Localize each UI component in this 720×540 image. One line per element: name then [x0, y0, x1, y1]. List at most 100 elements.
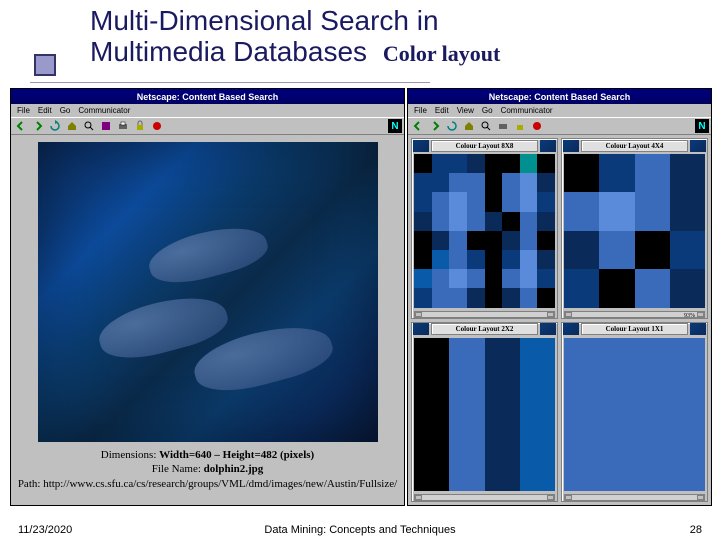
color-grid	[414, 154, 555, 308]
netscape-logo-icon: N	[388, 119, 402, 133]
menu-go-r[interactable]: Go	[482, 106, 493, 115]
print-icon-r[interactable]	[495, 119, 511, 133]
color-cell	[467, 269, 485, 288]
color-cell	[502, 269, 520, 288]
color-cell	[449, 173, 467, 192]
color-grid	[564, 338, 705, 492]
color-cell	[537, 173, 555, 192]
color-cell	[467, 212, 485, 231]
color-cell	[414, 288, 432, 307]
security-icon-r[interactable]	[512, 119, 528, 133]
home-icon-r[interactable]	[461, 119, 477, 133]
menu-file[interactable]: File	[17, 106, 30, 115]
color-cell	[485, 173, 503, 192]
guide-icon[interactable]	[98, 119, 114, 133]
color-cell	[414, 338, 449, 492]
stop-icon-r[interactable]	[529, 119, 545, 133]
forward-icon[interactable]	[30, 119, 46, 133]
color-cell	[599, 269, 634, 307]
menu-edit[interactable]: Edit	[38, 106, 52, 115]
color-cell	[485, 288, 503, 307]
footer-center: Data Mining: Concepts and Techniques	[264, 524, 455, 536]
color-cell	[432, 154, 450, 173]
footer-page: 28	[690, 524, 702, 536]
menu-go[interactable]: Go	[60, 106, 71, 115]
panel-thumb-right-icon	[540, 140, 556, 152]
reload-icon-r[interactable]	[444, 119, 460, 133]
color-cell	[449, 231, 467, 250]
color-cell	[537, 154, 555, 173]
color-cell	[485, 192, 503, 211]
dimensions-value: Width=640 – Height=482 (pixels)	[159, 449, 314, 461]
netscape-logo-icon-r: N	[695, 119, 709, 133]
color-cell	[467, 250, 485, 269]
color-cell	[414, 250, 432, 269]
filename-value: dolphin2.jpg	[204, 463, 264, 475]
color-cell	[432, 250, 450, 269]
color-cell	[432, 173, 450, 192]
menu-file-r[interactable]: File	[414, 106, 427, 115]
window-titlebar-left: Netscape: Content Based Search	[11, 89, 404, 104]
panel-thumb-left-icon	[563, 140, 579, 152]
color-cell	[485, 269, 503, 288]
color-cell	[520, 250, 538, 269]
color-cell	[432, 231, 450, 250]
color-cell	[564, 231, 599, 269]
back-icon[interactable]	[13, 119, 29, 133]
color-cell	[414, 154, 432, 173]
color-cell	[432, 212, 450, 231]
stop-icon[interactable]	[149, 119, 165, 133]
color-cell	[502, 212, 520, 231]
color-cell	[467, 192, 485, 211]
panel-title: Colour Layout 2X2	[431, 323, 538, 335]
color-cell	[520, 338, 555, 492]
color-cell	[485, 154, 503, 173]
color-cell	[635, 338, 706, 492]
menu-view-r[interactable]: View	[457, 106, 474, 115]
menu-edit-r[interactable]: Edit	[435, 106, 449, 115]
color-cell	[502, 173, 520, 192]
print-icon[interactable]	[115, 119, 131, 133]
color-cell	[449, 288, 467, 307]
panel-scrollbar[interactable]	[414, 311, 555, 318]
color-cell	[449, 154, 467, 173]
panel-thumb-right-icon	[690, 323, 706, 335]
title-line-1: Multi-Dimensional Search in	[90, 5, 439, 36]
color-cell	[599, 231, 634, 269]
reload-icon[interactable]	[47, 119, 63, 133]
panel-title: Colour Layout 4X4	[581, 140, 688, 152]
color-cell	[635, 154, 670, 192]
back-icon-r[interactable]	[410, 119, 426, 133]
color-cell	[485, 338, 520, 492]
color-cell	[564, 192, 599, 230]
home-icon[interactable]	[64, 119, 80, 133]
title-underline	[30, 82, 430, 83]
color-cell	[564, 338, 635, 492]
forward-icon-r[interactable]	[427, 119, 443, 133]
color-cell	[432, 269, 450, 288]
color-cell	[414, 231, 432, 250]
panel-scrollbar[interactable]	[414, 494, 555, 501]
color-cell	[467, 231, 485, 250]
menu-communicator-r[interactable]: Communicator	[501, 106, 553, 115]
menubar-right: File Edit View Go Communicator	[408, 104, 711, 117]
image-metadata: Dimensions: Width=640 – Height=482 (pixe…	[14, 448, 401, 491]
path-value: http://www.cs.sfu.ca/cs/research/groups/…	[43, 478, 397, 490]
panel-thumb-left-icon	[563, 323, 579, 335]
color-cell	[537, 231, 555, 250]
scroll-percentage: 93%	[684, 313, 695, 319]
color-cell	[599, 154, 634, 192]
panel-title: Colour Layout 1X1	[581, 323, 688, 335]
panel-thumb-left-icon	[413, 323, 429, 335]
search-icon[interactable]	[81, 119, 97, 133]
color-cell	[467, 173, 485, 192]
search-icon-r[interactable]	[478, 119, 494, 133]
panel-scrollbar[interactable]	[564, 494, 705, 501]
menu-communicator[interactable]: Communicator	[78, 106, 130, 115]
color-cell	[520, 192, 538, 211]
toolbar-right: N	[408, 117, 711, 135]
color-cell	[414, 192, 432, 211]
color-cell	[467, 154, 485, 173]
window-titlebar-right: Netscape: Content Based Search	[408, 89, 711, 104]
security-icon[interactable]	[132, 119, 148, 133]
